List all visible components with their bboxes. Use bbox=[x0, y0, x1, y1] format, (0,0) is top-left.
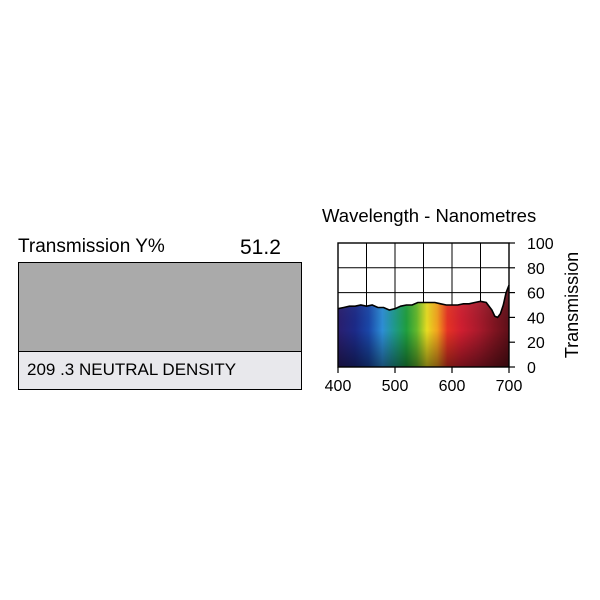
filter-name: 209 .3 NEUTRAL DENSITY bbox=[19, 352, 301, 389]
y-tick-label: 100 bbox=[527, 236, 554, 253]
y-tick-label: 80 bbox=[527, 261, 545, 278]
x-tick-label: 500 bbox=[382, 378, 409, 395]
x-tick-label: 600 bbox=[439, 378, 466, 395]
transmission-label: Transmission Y% bbox=[18, 236, 165, 257]
swatch-color bbox=[19, 263, 301, 352]
y-tick-label: 20 bbox=[527, 335, 545, 352]
transmission-value: 51.2 bbox=[240, 236, 281, 259]
filter-swatch: 209 .3 NEUTRAL DENSITY bbox=[18, 262, 302, 390]
y-axis-label: Transmission bbox=[562, 252, 582, 358]
chart-title: Wavelength - Nanometres bbox=[322, 205, 537, 226]
y-tick-label: 40 bbox=[527, 310, 545, 327]
x-tick-label: 400 bbox=[325, 378, 352, 395]
x-tick-label: 700 bbox=[496, 378, 523, 395]
y-tick-label: 0 bbox=[527, 360, 536, 377]
transmission-area-shade bbox=[338, 285, 509, 367]
transmission-line bbox=[337, 284, 510, 319]
plot-frame bbox=[337, 242, 510, 368]
y-tick-label: 60 bbox=[527, 286, 545, 303]
